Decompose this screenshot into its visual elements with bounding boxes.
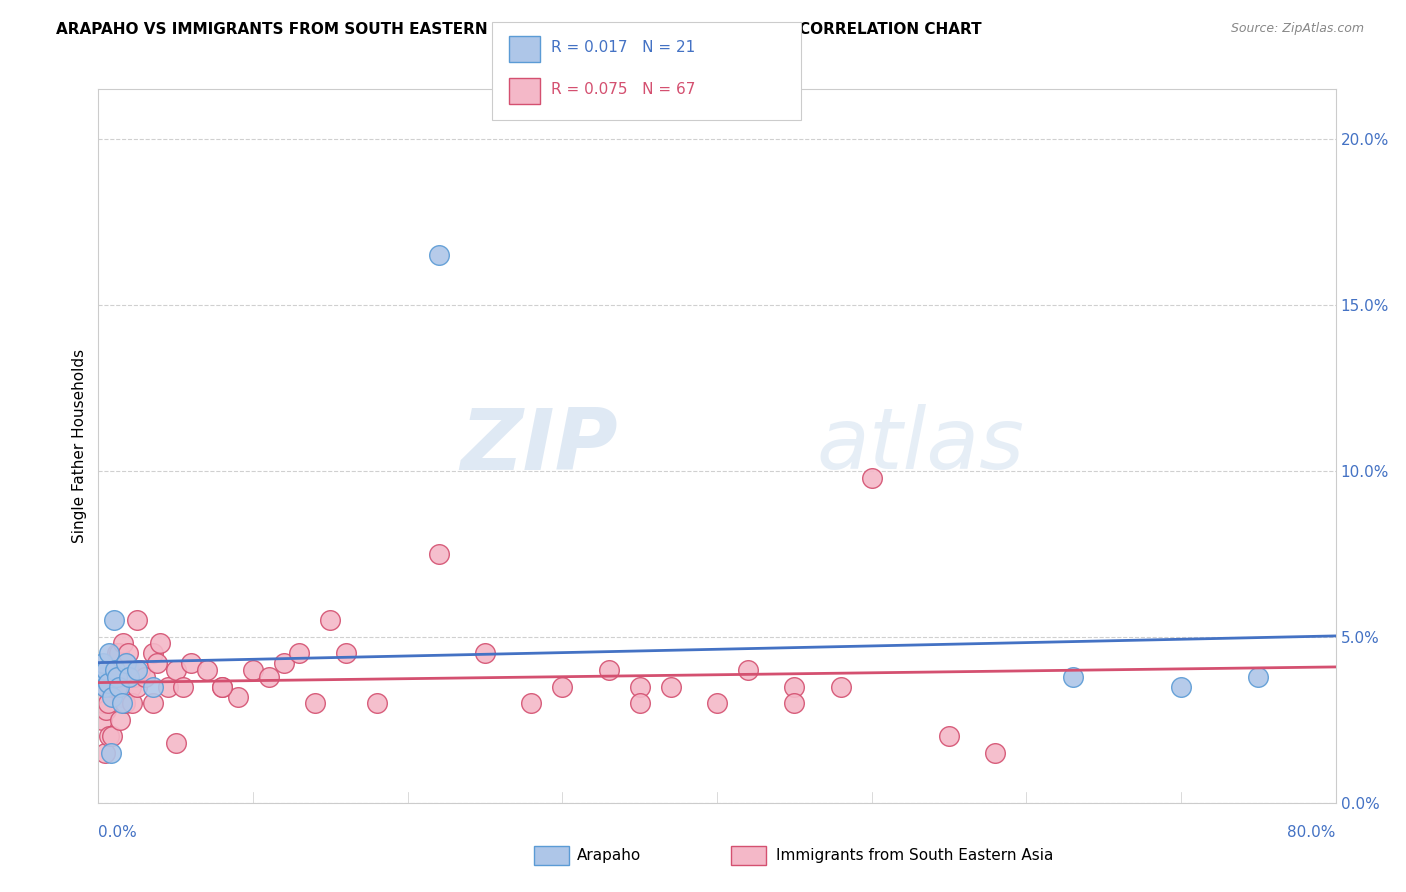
Point [104, 680, 127, 694]
Point [149, 636, 172, 650]
Point [142, 696, 165, 710]
Point [93, 746, 115, 760]
Point [103, 613, 125, 627]
Point [211, 680, 233, 694]
Point [101, 730, 124, 744]
Point [93, 680, 115, 694]
Point [520, 696, 543, 710]
Point [1170, 680, 1192, 694]
Point [304, 696, 326, 710]
Point [91, 657, 114, 671]
Point [103, 670, 125, 684]
Point [1247, 670, 1270, 684]
Point [706, 696, 728, 710]
Point [783, 696, 806, 710]
Point [598, 663, 620, 677]
Point [97, 676, 120, 690]
Text: ZIP: ZIP [460, 404, 619, 488]
Point [127, 663, 149, 677]
Point [100, 680, 122, 694]
Point [103, 663, 125, 677]
Text: 0.0%: 0.0% [98, 825, 138, 840]
Point [737, 663, 759, 677]
Point [111, 696, 134, 710]
Point [242, 663, 264, 677]
Point [783, 680, 806, 694]
Point [112, 636, 135, 650]
Point [105, 680, 128, 694]
Point [127, 613, 149, 627]
Text: 80.0%: 80.0% [1288, 825, 1336, 840]
Point [288, 647, 311, 661]
Point [115, 657, 138, 671]
Text: ARAPAHO VS IMMIGRANTS FROM SOUTH EASTERN ASIA SINGLE FATHER HOUSEHOLDS CORRELATI: ARAPAHO VS IMMIGRANTS FROM SOUTH EASTERN… [56, 22, 981, 37]
Text: Arapaho: Arapaho [576, 848, 641, 863]
Point [938, 730, 960, 744]
Point [195, 663, 218, 677]
Point [226, 690, 249, 704]
Point [551, 680, 574, 694]
Point [142, 647, 165, 661]
Point [121, 696, 143, 710]
Point [111, 690, 134, 704]
Point [114, 696, 136, 710]
Point [120, 680, 142, 694]
Point [427, 248, 450, 262]
Point [628, 680, 651, 694]
Point [98, 647, 121, 661]
Point [146, 657, 169, 671]
Text: Source: ZipAtlas.com: Source: ZipAtlas.com [1230, 22, 1364, 36]
Point [173, 680, 195, 694]
Point [111, 670, 134, 684]
Point [100, 746, 122, 760]
Point [129, 663, 152, 677]
Point [97, 696, 120, 710]
Point [108, 713, 131, 727]
Y-axis label: Single Father Households: Single Father Households [72, 349, 87, 543]
Point [659, 680, 682, 694]
Point [122, 670, 145, 684]
Point [105, 647, 128, 661]
Point [127, 680, 149, 694]
Point [107, 647, 129, 661]
Point [107, 680, 129, 694]
Point [90, 713, 112, 727]
Point [118, 663, 141, 677]
Point [427, 547, 450, 561]
Text: atlas: atlas [815, 404, 1024, 488]
Point [105, 670, 128, 684]
Point [117, 647, 139, 661]
Point [134, 670, 156, 684]
Point [628, 696, 651, 710]
Point [91, 696, 114, 710]
Point [118, 670, 141, 684]
Point [474, 647, 496, 661]
Point [96, 703, 118, 717]
Point [165, 663, 187, 677]
Point [335, 647, 357, 661]
Point [1062, 670, 1084, 684]
Point [319, 613, 342, 627]
Text: R = 0.075   N = 67: R = 0.075 N = 67 [551, 82, 696, 96]
Point [257, 670, 280, 684]
Point [180, 657, 202, 671]
Point [96, 680, 118, 694]
Point [115, 657, 138, 671]
Point [830, 680, 852, 694]
Point [157, 680, 180, 694]
Point [165, 736, 187, 750]
Text: R = 0.017   N = 21: R = 0.017 N = 21 [551, 40, 696, 54]
Point [98, 730, 121, 744]
Point [211, 680, 233, 694]
Point [860, 470, 883, 484]
Point [984, 746, 1007, 760]
Point [90, 670, 112, 684]
Text: Immigrants from South Eastern Asia: Immigrants from South Eastern Asia [776, 848, 1053, 863]
Point [142, 680, 165, 694]
Point [366, 696, 388, 710]
Point [104, 663, 127, 677]
Point [101, 690, 124, 704]
Point [273, 657, 295, 671]
Point [96, 663, 118, 677]
